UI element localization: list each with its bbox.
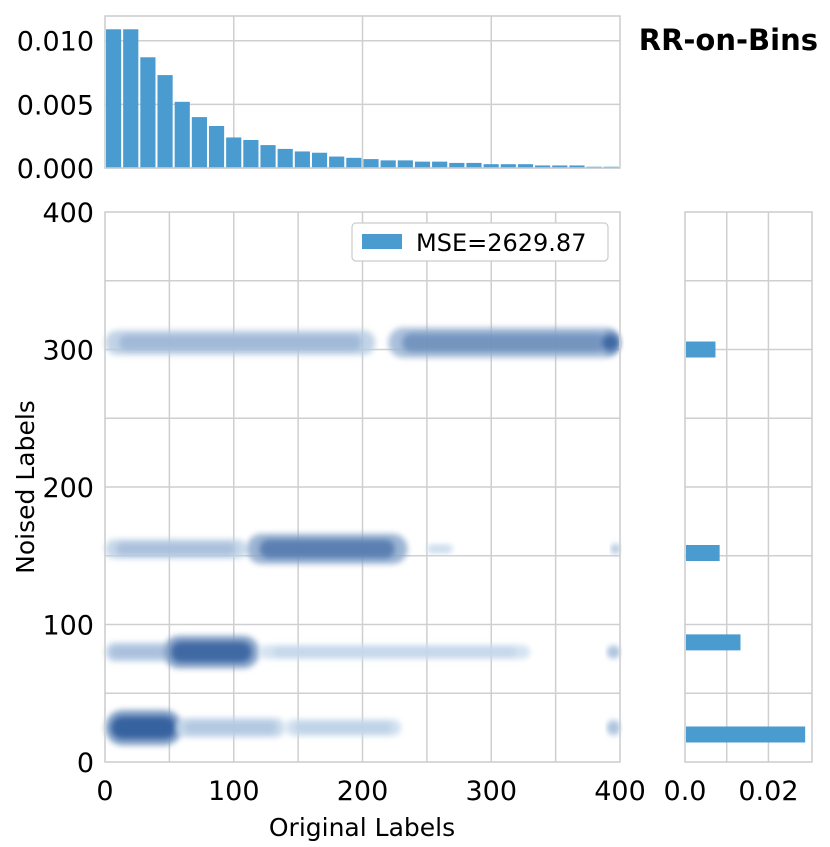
chart-title: RR-on-Bins xyxy=(639,23,818,57)
x-tick-label: 400 xyxy=(594,776,646,807)
density-band-core xyxy=(119,334,362,351)
top-histogram-bar xyxy=(226,137,242,168)
top-histogram-bar xyxy=(329,156,345,168)
top-histogram-bar xyxy=(535,165,551,168)
density-band-core xyxy=(602,334,619,351)
right-histogram: 0.0 0.02 xyxy=(664,211,813,807)
top-histogram-bar xyxy=(174,101,190,168)
top-histogram-bar xyxy=(140,57,156,168)
right-histogram-grid xyxy=(685,212,812,762)
top-y-tick-label: 0.005 xyxy=(17,90,94,121)
top-histogram-bar xyxy=(380,160,396,168)
top-histogram: 0.000 0.005 0.010 xyxy=(17,15,621,185)
top-histogram-frame xyxy=(104,15,621,169)
right-histogram-x-ticks: 0.0 0.02 xyxy=(664,776,799,807)
top-histogram-bar xyxy=(260,145,276,168)
joint-density-bands xyxy=(105,327,620,746)
right-histogram-bar xyxy=(686,545,720,561)
density-band-core xyxy=(170,641,252,663)
top-histogram-bar xyxy=(157,75,173,168)
top-histogram-bar xyxy=(311,152,328,168)
y-axis-label: Noised Labels xyxy=(11,400,40,574)
legend-box xyxy=(351,222,609,262)
top-histogram-bar xyxy=(277,148,293,168)
density-band-core xyxy=(259,539,395,559)
top-histogram-bar xyxy=(483,164,499,168)
top-histogram-bar xyxy=(449,162,465,168)
top-histogram-bar xyxy=(552,165,568,168)
x-tick-label: 300 xyxy=(465,776,517,807)
top-histogram-bar xyxy=(397,160,413,168)
top-y-tick-label: 0.010 xyxy=(17,27,94,58)
joint-x-ticks: 0 100 200 300 400 xyxy=(96,776,645,807)
y-tick-label: 200 xyxy=(42,473,94,504)
right-histogram-bar xyxy=(686,634,741,651)
density-band-core xyxy=(402,333,606,353)
y-tick-label: 100 xyxy=(42,611,94,642)
legend-label: MSE=2629.87 xyxy=(416,229,586,257)
density-band-core xyxy=(611,545,620,553)
right-x-tick-label: 0.0 xyxy=(664,776,707,807)
right-histogram-bar xyxy=(686,341,716,358)
joint-frame xyxy=(104,211,621,763)
joint-y-ticks: 0 100 200 300 400 xyxy=(42,198,94,779)
top-histogram-bar xyxy=(123,29,139,168)
x-tick-label: 200 xyxy=(337,776,389,807)
legend-swatch xyxy=(362,234,402,249)
legend: MSE=2629.87 xyxy=(351,222,609,262)
y-tick-label: 400 xyxy=(42,198,94,229)
density-band-core xyxy=(608,647,619,657)
y-tick-label: 300 xyxy=(42,336,94,367)
density-band-core xyxy=(273,647,516,657)
x-tick-label: 0 xyxy=(96,776,113,807)
density-band-core xyxy=(116,542,236,555)
top-y-tick-label: 0.000 xyxy=(17,154,94,185)
top-histogram-bar xyxy=(569,165,585,168)
right-histogram-bars xyxy=(686,341,806,743)
density-band-core xyxy=(294,722,392,733)
x-tick-label: 100 xyxy=(208,776,260,807)
density-band-core xyxy=(111,716,177,739)
x-axis-label: Original Labels xyxy=(269,813,455,842)
top-histogram-bar xyxy=(294,151,310,168)
density-band-core xyxy=(428,546,451,552)
top-histogram-bar xyxy=(466,162,482,168)
joint-grid xyxy=(105,212,620,762)
density-band-core xyxy=(184,721,277,734)
top-histogram-bar xyxy=(106,29,122,168)
right-histogram-bar xyxy=(686,726,806,743)
right-histogram-frame xyxy=(684,211,813,763)
top-histogram-bars xyxy=(106,29,619,168)
top-histogram-bar xyxy=(346,157,362,168)
right-x-tick-label: 0.02 xyxy=(738,776,798,807)
top-histogram-bar xyxy=(208,126,225,168)
top-histogram-bar xyxy=(363,159,379,168)
top-histogram-bar xyxy=(414,161,431,168)
y-tick-label: 0 xyxy=(77,748,94,779)
density-band-core xyxy=(110,646,165,658)
top-histogram-bar xyxy=(243,140,259,168)
top-histogram-y-ticks: 0.000 0.005 0.010 xyxy=(17,27,94,185)
density-band-core xyxy=(608,722,619,733)
top-histogram-bar xyxy=(517,164,534,168)
top-histogram-bar xyxy=(500,164,516,168)
top-histogram-bar xyxy=(191,117,207,168)
top-histogram-bar xyxy=(432,161,448,168)
